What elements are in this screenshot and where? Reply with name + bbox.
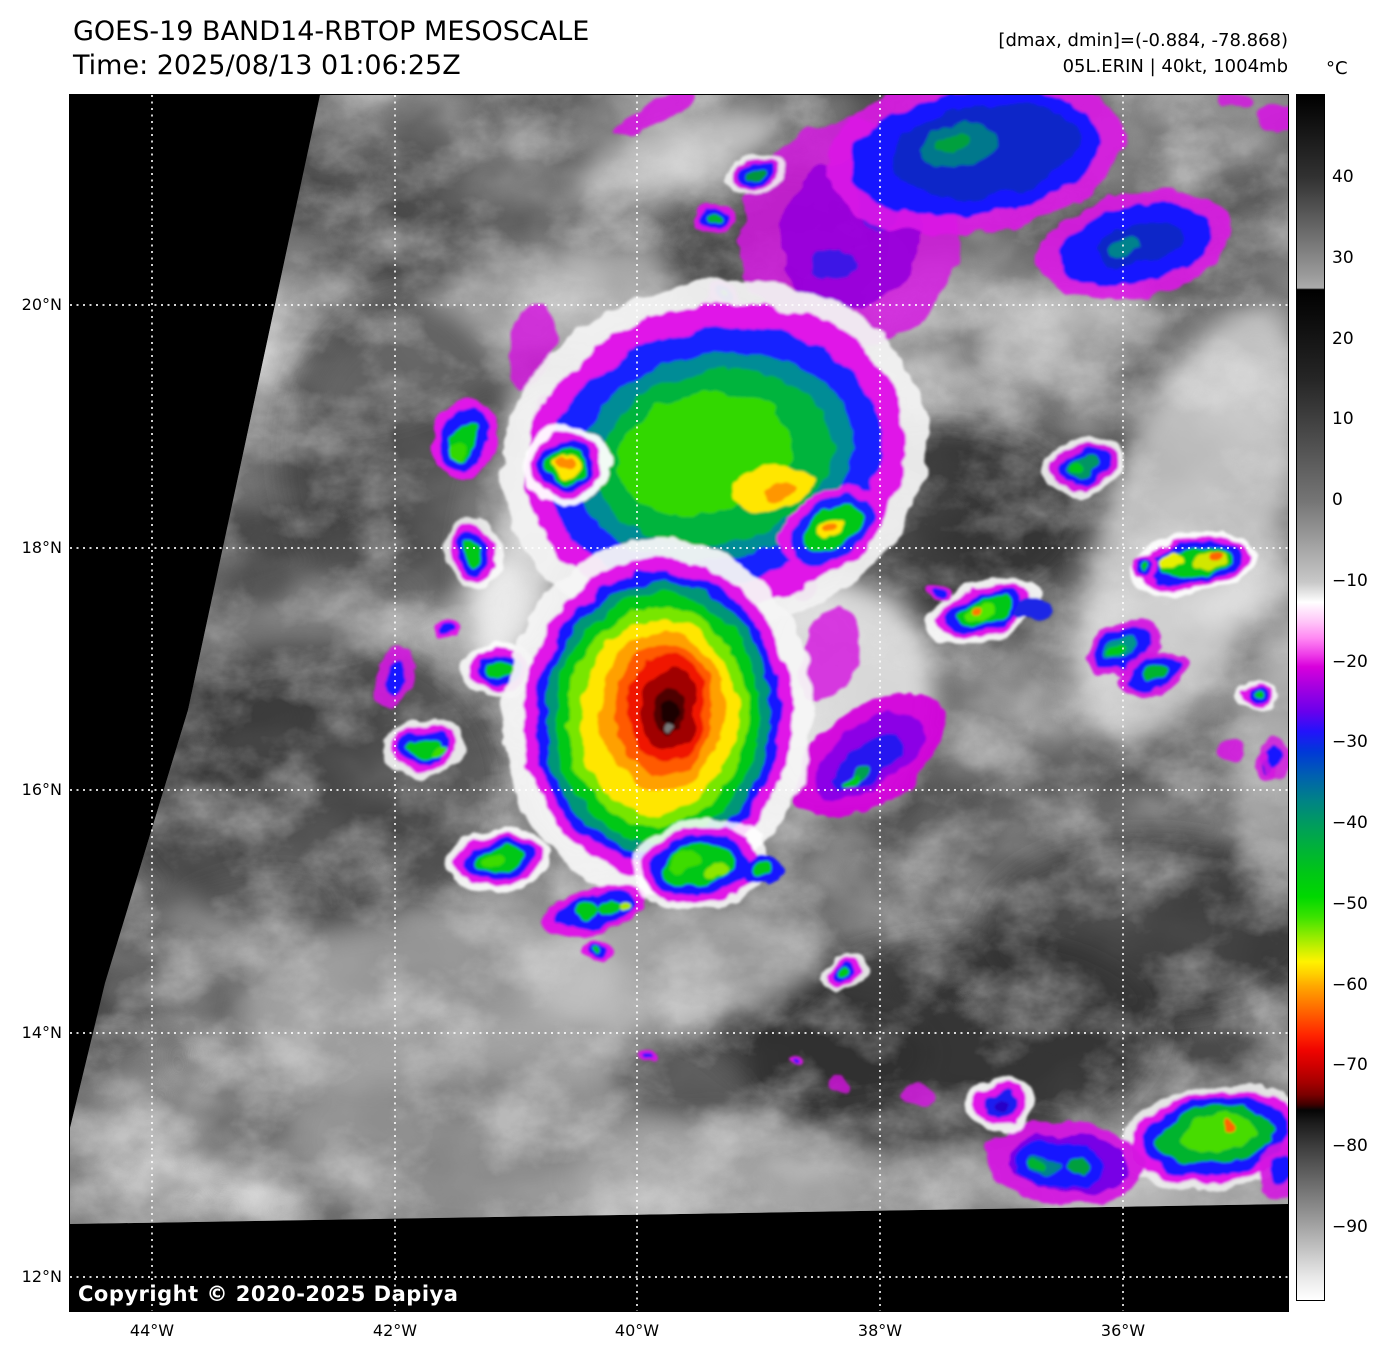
convective-cell (442, 517, 504, 589)
colorbar-tick: −10 (1332, 570, 1368, 591)
convective-cell (1040, 437, 1124, 497)
longitude-label: 36°W (1100, 1321, 1146, 1340)
convective-cell (1260, 1142, 1288, 1198)
convective-cell (435, 620, 459, 640)
convective-cell (432, 400, 498, 480)
colorbar-unit-label: °C (1326, 58, 1348, 79)
convective-cell (1120, 1083, 1288, 1191)
convective-cell (828, 1075, 852, 1091)
convective-cell (924, 585, 952, 601)
convective-cell (638, 1050, 654, 1062)
scan-data-region (70, 95, 1288, 1224)
convective-cell (1120, 648, 1190, 698)
latitude-label: 16°N (21, 780, 62, 799)
colorbar-tick: −80 (1332, 1136, 1368, 1157)
convective-cell (693, 203, 733, 231)
satellite-imagery (70, 95, 1288, 1311)
latitude-label: 20°N (21, 295, 62, 314)
storm-annotation: 05L.ERIN | 40kt, 1004mb (1062, 56, 1288, 77)
timestamp: Time: 2025/08/13 01:06:25Z (73, 50, 461, 81)
colorbar-tick: 10 (1332, 409, 1354, 430)
longitude-label: 44°W (129, 1321, 175, 1340)
latitude-label: 14°N (21, 1023, 62, 1042)
satellite-map: Copyright © 2020-2025 Dapiya (69, 94, 1289, 1312)
convective-cell (502, 537, 814, 897)
convective-cell (900, 1083, 936, 1107)
convective-cell (544, 884, 646, 936)
convective-cell (1235, 680, 1279, 710)
colorbar-tick: 30 (1332, 247, 1354, 268)
convective-cell (780, 486, 884, 572)
convective-cell (795, 692, 945, 818)
convective-cell (1217, 95, 1253, 111)
colorbar (1296, 94, 1325, 1301)
convective-cell (798, 607, 862, 703)
convective-cell (817, 954, 869, 992)
longitude-label: 40°W (614, 1321, 660, 1340)
latitude-label: 12°N (21, 1267, 62, 1286)
convective-cell (383, 717, 467, 779)
page-title: GOES-19 BAND14-RBTOP MESOSCALE (73, 16, 590, 47)
colorbar-tick: −40 (1332, 813, 1368, 834)
colorbar-tick: −30 (1332, 732, 1368, 753)
longitude-label: 42°W (372, 1321, 418, 1340)
convective-cell (615, 95, 695, 138)
convective-cell (1253, 103, 1288, 131)
convective-cell (790, 1055, 804, 1065)
convective-cell (725, 154, 785, 196)
colorbar-tick: 0 (1332, 490, 1343, 511)
convective-cell (375, 648, 415, 708)
colorbar-tick: −90 (1332, 1217, 1368, 1237)
convective-cell (985, 1120, 1145, 1206)
latlon-gridlines (70, 95, 1288, 1311)
colorbar-tick: −70 (1332, 1055, 1368, 1076)
convective-cell (582, 939, 614, 961)
color-enhanced-convection (375, 95, 1288, 1206)
convective-cell (1131, 556, 1159, 578)
convective-cell (445, 827, 549, 893)
convective-cell (927, 576, 1050, 646)
convective-cell (1259, 737, 1288, 777)
colorbar-tick: 40 (1332, 167, 1354, 187)
colorbar-gradient (1297, 95, 1324, 1300)
convective-cell (1216, 740, 1244, 760)
copyright-watermark: Copyright © 2020-2025 Dapiya (78, 1282, 459, 1306)
convective-cell (743, 856, 783, 884)
colorbar-tick: −20 (1332, 651, 1368, 672)
longitude-label: 38°W (857, 1321, 903, 1340)
convective-cell (968, 1079, 1036, 1131)
convective-cell (1036, 190, 1234, 300)
convective-cell (630, 819, 770, 911)
convective-cell (522, 425, 612, 505)
latitude-label: 18°N (21, 538, 62, 557)
convective-cell (826, 95, 1124, 235)
colorbar-tick: 20 (1332, 328, 1354, 349)
dmax-dmin-annotation: [dmax, dmin]=(-0.884, -78.868) (998, 30, 1288, 51)
colorbar-tick: −50 (1332, 893, 1368, 914)
colorbar-tick: −60 (1332, 974, 1368, 995)
